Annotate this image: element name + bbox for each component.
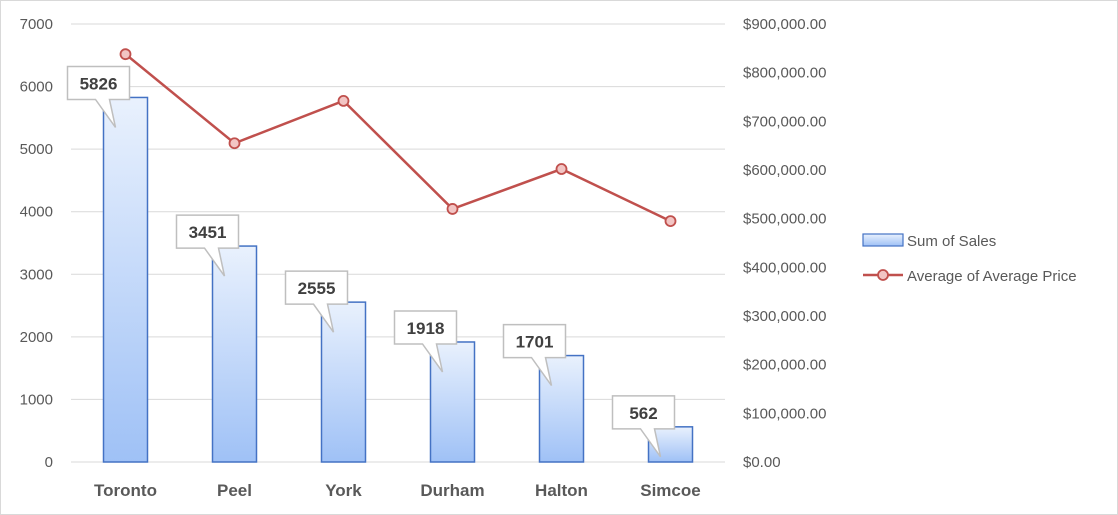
- bar: [320, 301, 367, 463]
- y-right-tick-label: $500,000.00: [743, 211, 826, 228]
- bar: [429, 341, 476, 463]
- y-left-tick-label: 4000: [20, 204, 53, 221]
- bar: [102, 96, 149, 463]
- y-right-tick-label: $400,000.00: [743, 259, 826, 276]
- y-right-tick-label: $700,000.00: [743, 113, 826, 130]
- data-label: 5826: [80, 74, 118, 93]
- y-left-tick-label: 2000: [20, 329, 53, 346]
- bar-series-sum-of-sales: [102, 96, 694, 463]
- y-right-tick-label: $200,000.00: [743, 357, 826, 374]
- data-label: 562: [629, 404, 657, 423]
- line-marker: [119, 48, 132, 61]
- y-left-tick-label: 3000: [20, 266, 53, 283]
- line-marker: [555, 163, 568, 175]
- y-left-tick-label: 1000: [20, 391, 53, 408]
- y-left-tick-label: 5000: [20, 141, 53, 158]
- line-marker: [228, 137, 241, 150]
- y-right-tick-label: $600,000.00: [743, 162, 826, 179]
- data-label-box: [66, 65, 131, 128]
- data-label: 1701: [516, 333, 554, 352]
- data-label-box: [611, 395, 676, 458]
- y-right-tick-label: $900,000.00: [743, 16, 826, 33]
- x-category-label: Durham: [420, 481, 484, 500]
- axis-labels: 0 1000 2000 3000 4000 5000 6000 7000 $0.00 $100,0…: [20, 16, 827, 500]
- legend-label: Sum of Sales: [907, 233, 996, 250]
- y-left-tick-label: 7000: [20, 16, 53, 33]
- legend-swatch-marker: [877, 269, 889, 281]
- x-category-label: Simcoe: [640, 481, 700, 500]
- y-right-tick-label: $100,000.00: [743, 405, 826, 422]
- y-right-tick-label: $800,000.00: [743, 65, 826, 82]
- y-left-tick-label: 6000: [20, 79, 53, 96]
- x-category-label: Toronto: [94, 481, 157, 500]
- y-left-tick-label: 0: [45, 454, 53, 471]
- data-label-box: [502, 323, 567, 387]
- x-category-label: York: [325, 481, 362, 500]
- data-label: 2555: [298, 279, 336, 298]
- line-series-average-price: [119, 48, 677, 228]
- legend: Sum of Sales Average of Average Price: [862, 233, 1077, 285]
- x-category-label: Halton: [535, 481, 588, 500]
- data-label-box: [284, 270, 349, 333]
- data-label-box: [175, 214, 240, 277]
- data-label: 3451: [189, 223, 227, 242]
- legend-label: Average of Average Price: [907, 268, 1077, 285]
- bar: [211, 245, 258, 463]
- x-category-label: Peel: [217, 481, 252, 500]
- line-marker: [664, 215, 677, 228]
- data-label: 1918: [407, 319, 445, 338]
- line-marker: [337, 94, 350, 107]
- line-path: [124, 53, 672, 223]
- y-right-tick-label: $300,000.00: [743, 308, 826, 325]
- y-right-tick-label: $0.00: [743, 454, 781, 471]
- data-label-callouts: 5826 3451 2555 1918 1701 562: [66, 65, 676, 458]
- line-marker: [446, 203, 459, 215]
- legend-swatch-bar: [862, 233, 904, 247]
- data-label-box: [393, 310, 458, 373]
